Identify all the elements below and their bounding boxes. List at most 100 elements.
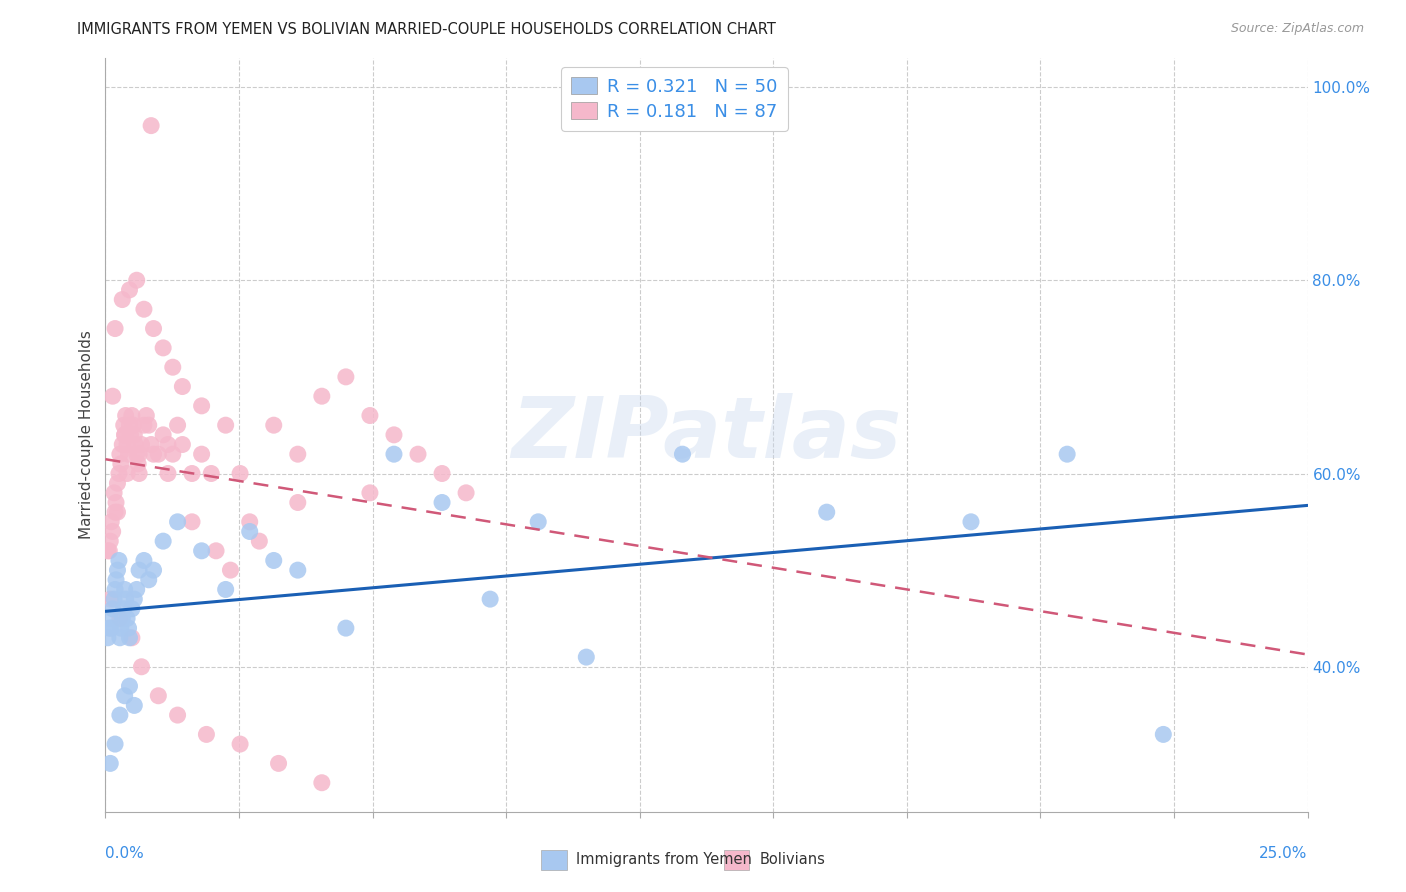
Point: [122, 418, 145, 433]
Point: [114, 689, 136, 703]
Point: [107, 476, 129, 491]
Point: [108, 631, 131, 645]
Point: [128, 467, 150, 481]
Point: [118, 283, 141, 297]
Point: [139, 119, 162, 133]
Point: [115, 611, 138, 625]
Point: [115, 437, 138, 451]
Point: [181, 467, 204, 481]
Point: [131, 437, 153, 451]
Point: [166, 708, 188, 723]
Point: [117, 447, 139, 461]
Point: [430, 467, 453, 481]
Text: ZIPatlas: ZIPatlas: [512, 393, 901, 476]
Point: [110, 621, 132, 635]
Point: [124, 698, 146, 713]
Point: [142, 563, 165, 577]
Point: [287, 447, 309, 461]
Point: [156, 467, 179, 481]
Point: [406, 447, 429, 461]
Point: [114, 592, 136, 607]
Point: [98, 534, 121, 549]
Point: [190, 447, 212, 461]
Point: [162, 360, 184, 375]
Point: [103, 592, 125, 607]
Point: [104, 505, 127, 519]
Point: [960, 515, 983, 529]
Point: [125, 582, 148, 597]
Point: [311, 389, 333, 403]
Text: Source: ZipAtlas.com: Source: ZipAtlas.com: [1230, 22, 1364, 36]
Point: [112, 418, 135, 433]
Point: [139, 437, 162, 451]
Text: 0.0%: 0.0%: [105, 846, 145, 861]
Point: [105, 573, 128, 587]
Point: [120, 427, 142, 442]
Point: [1056, 447, 1078, 461]
Point: [114, 427, 136, 442]
Point: [162, 447, 184, 461]
Point: [114, 427, 136, 442]
Point: [108, 611, 131, 625]
Point: [214, 418, 236, 433]
Point: [267, 756, 290, 771]
Point: [190, 543, 212, 558]
Point: [98, 621, 121, 635]
Point: [214, 582, 236, 597]
Point: [98, 543, 121, 558]
Point: [138, 418, 160, 433]
Text: 25.0%: 25.0%: [1260, 846, 1308, 861]
Point: [108, 447, 131, 461]
Point: [132, 302, 155, 317]
Point: [287, 495, 309, 509]
Point: [121, 409, 143, 423]
Point: [101, 601, 124, 615]
Point: [125, 447, 148, 461]
Point: [148, 447, 170, 461]
Point: [152, 341, 174, 355]
Point: [287, 563, 309, 577]
Point: [575, 650, 598, 665]
Point: [148, 689, 170, 703]
Point: [132, 553, 155, 567]
Point: [100, 621, 122, 635]
Text: Bolivians: Bolivians: [759, 853, 825, 867]
Point: [142, 321, 165, 335]
Point: [97, 631, 120, 645]
Point: [114, 409, 136, 423]
Point: [359, 409, 381, 423]
Point: [98, 756, 121, 771]
Point: [142, 447, 165, 461]
Point: [382, 427, 405, 442]
Point: [111, 611, 134, 625]
Point: [166, 418, 188, 433]
Point: [121, 631, 143, 645]
Point: [127, 457, 149, 471]
Point: [107, 505, 129, 519]
Point: [219, 563, 242, 577]
Point: [229, 737, 252, 751]
Point: [118, 418, 141, 433]
Point: [104, 737, 127, 751]
Point: [479, 592, 502, 607]
Point: [247, 534, 270, 549]
Point: [97, 543, 120, 558]
Text: IMMIGRANTS FROM YEMEN VS BOLIVIAN MARRIED-COUPLE HOUSEHOLDS CORRELATION CHART: IMMIGRANTS FROM YEMEN VS BOLIVIAN MARRIE…: [77, 22, 776, 37]
Point: [121, 601, 143, 615]
Point: [239, 515, 262, 529]
Point: [118, 679, 141, 693]
Point: [135, 409, 157, 423]
Point: [105, 495, 128, 509]
Point: [181, 515, 204, 529]
Point: [111, 293, 134, 307]
Point: [104, 321, 127, 335]
Point: [100, 515, 122, 529]
Point: [124, 437, 146, 451]
Point: [205, 543, 228, 558]
Point: [107, 563, 129, 577]
Point: [166, 515, 188, 529]
Point: [124, 592, 146, 607]
Point: [124, 427, 146, 442]
Point: [101, 524, 124, 539]
Point: [815, 505, 838, 519]
